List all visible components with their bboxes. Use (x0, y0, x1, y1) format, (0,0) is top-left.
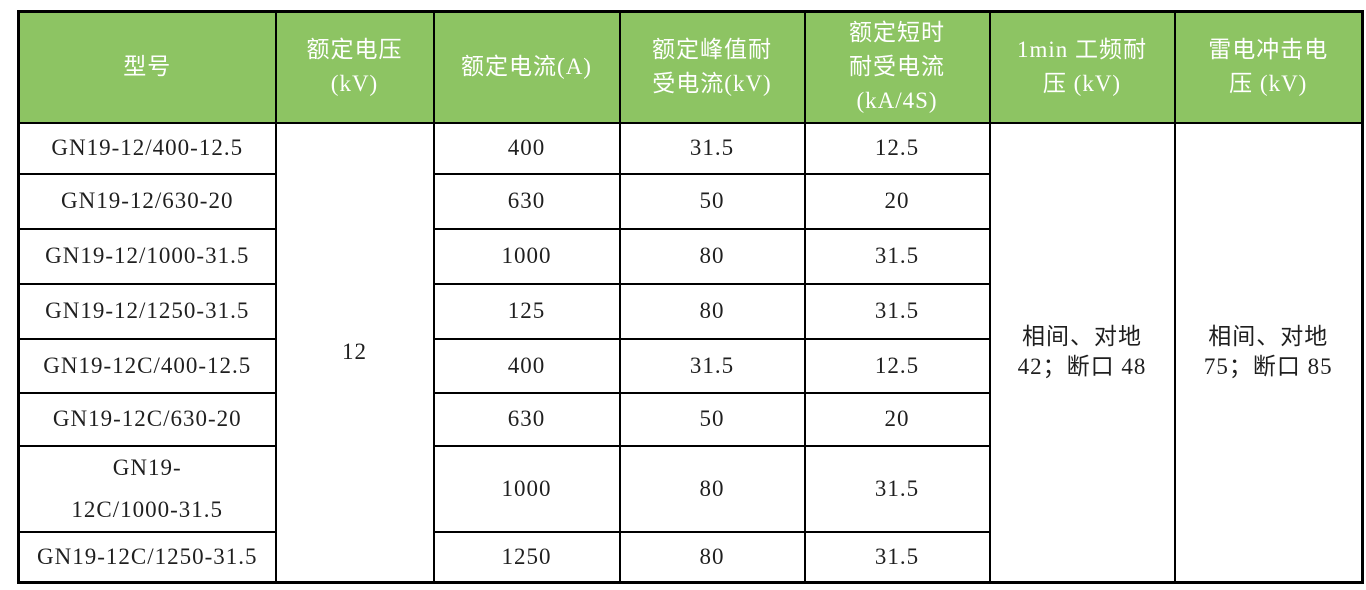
current-cell: 1000 (432, 444, 621, 533)
model-cell: GN19-12C/1250-31.5 (17, 530, 277, 584)
peak-cell: 80 (618, 444, 806, 533)
spec-table-container: 型号 额定电压 (kV) 额定电流(A) 额定峰值耐 受电流(kV) 额定短时 … (17, 10, 1364, 584)
current-cell: 400 (432, 121, 621, 175)
model-cell: GN19-12C/400-12.5 (17, 337, 277, 394)
col-header-power-frequency-withstand: 1min 工频耐 压 (kV) (988, 10, 1176, 124)
table-row: GN19-12/1000-31.5 1000 80 31.5 (17, 227, 1363, 285)
current-cell: 1250 (432, 530, 621, 584)
peak-cell: 50 (618, 391, 806, 447)
short-time-cell: 12.5 (803, 337, 991, 394)
model-cell: GN19- 12C/1000-31.5 (17, 444, 277, 533)
short-time-cell: 31.5 (803, 444, 991, 533)
current-cell: 1000 (432, 227, 621, 285)
col-header-short-time-withstand-current: 额定短时 耐受电流 (kA/4S) (803, 10, 991, 124)
model-cell: GN19-12/630-20 (17, 172, 277, 230)
table-row: GN19-12/400-12.5 12 400 31.5 12.5 相间、对地 … (17, 121, 1364, 584)
model-cell: GN19-12/1250-31.5 (17, 282, 277, 340)
peak-cell: 80 (618, 530, 806, 584)
model-cell: GN19-12/400-12.5 (17, 121, 277, 175)
col-header-rated-voltage: 额定电压 (kV) (274, 10, 435, 124)
table-row: GN19-12/630-20 630 50 20 (17, 172, 1363, 230)
short-time-cell: 31.5 (803, 530, 991, 584)
short-time-cell: 20 (803, 172, 991, 230)
col-header-peak-withstand-current: 额定峰值耐 受电流(kV) (618, 10, 806, 124)
col-header-lightning-impulse: 雷电冲击电 压 (kV) (1173, 10, 1364, 124)
spec-table: 型号 额定电压 (kV) 额定电流(A) 额定峰值耐 受电流(kV) 额定短时 … (17, 10, 1364, 584)
current-cell: 630 (432, 172, 621, 230)
current-cell: 400 (432, 337, 621, 394)
lightning-cell: 相间、对地 75；断口 85 (1173, 121, 1364, 584)
peak-cell: 50 (618, 172, 806, 230)
short-time-cell: 12.5 (803, 121, 991, 175)
rated-voltage-cell: 12 (274, 121, 435, 584)
table-row: GN19-12/1250-31.5 125 80 31.5 (17, 282, 1363, 340)
short-time-cell: 31.5 (803, 282, 991, 340)
peak-cell: 31.5 (618, 121, 806, 175)
short-time-cell: 20 (803, 391, 991, 447)
power-freq-cell: 相间、对地 42；断口 48 (988, 121, 1176, 584)
table-row: GN19-12C/630-20 630 50 20 (17, 391, 1363, 447)
col-header-rated-current: 额定电流(A) (432, 10, 621, 124)
table-row: GN19- 12C/1000-31.5 1000 80 31.5 (17, 444, 1363, 533)
current-cell: 125 (432, 282, 621, 340)
short-time-cell: 31.5 (803, 227, 991, 285)
peak-cell: 80 (618, 227, 806, 285)
table-row: GN19-12C/1250-31.5 1250 80 31.5 (17, 530, 1363, 584)
model-cell: GN19-12/1000-31.5 (17, 227, 277, 285)
current-cell: 630 (432, 391, 621, 447)
model-cell: GN19-12C/630-20 (17, 391, 277, 447)
peak-cell: 80 (618, 282, 806, 340)
header-row: 型号 额定电压 (kV) 额定电流(A) 额定峰值耐 受电流(kV) 额定短时 … (17, 10, 1364, 124)
peak-cell: 31.5 (618, 337, 806, 394)
col-header-model: 型号 (17, 10, 277, 124)
table-row: GN19-12C/400-12.5 400 31.5 12.5 (17, 337, 1363, 394)
